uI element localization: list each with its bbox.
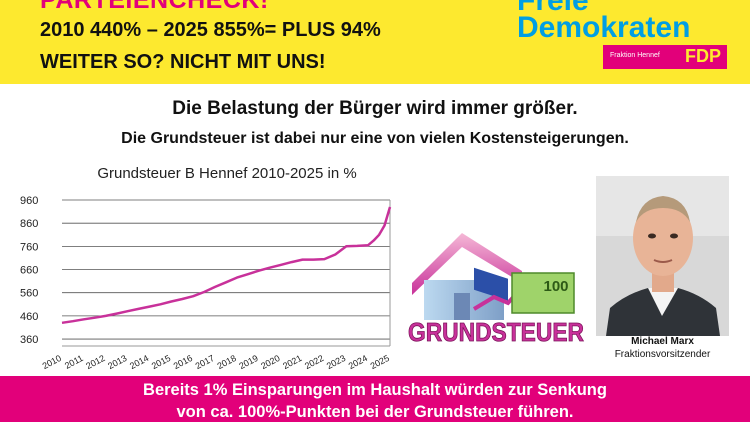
- banknote-value: 100: [543, 278, 568, 295]
- solar-panel: [474, 267, 508, 301]
- fdp-logo: Fraktion Hennef FDP: [603, 45, 727, 69]
- chart-y-tick-label: 760: [20, 241, 38, 253]
- grundsteuer-label: GRUNDSTEUER: [408, 317, 584, 347]
- header-banner: PARTEIENCHECK! 2010 440% – 2025 855%= PL…: [0, 0, 750, 84]
- chart-x-tick-label: 2020: [259, 353, 281, 371]
- chart-x-tick-label: 2011: [63, 353, 85, 371]
- chart-x-tick-label: 2017: [194, 353, 216, 371]
- chart-series-line: [61, 206, 392, 325]
- subheadline: Die Grundsteuer ist dabei nur eine von v…: [121, 130, 629, 147]
- chart-gridlines: [62, 199, 390, 340]
- chart-x-tick-label: 2018: [215, 353, 237, 371]
- chart-x-tick-label: 2021: [281, 353, 303, 371]
- brand-word-freie: Freie: [517, 0, 589, 17]
- chart-x-tick-labels: 2010 2011 2012 2013 2014 2015 2016 2017 2018 2019…: [41, 353, 391, 371]
- house-door: [454, 293, 470, 320]
- chart-y-tick-label: 660: [20, 265, 38, 277]
- grundsteuer-chart: Grundsteuer B Hennef 2010-2025 in % 360 4…: [20, 165, 392, 371]
- chart-x-tick-label: 2024: [347, 353, 369, 371]
- banknote-icon: [511, 272, 575, 314]
- person-role: Fraktionsvorsitzender: [614, 349, 711, 360]
- brand-word-demokraten: Demokraten: [517, 11, 691, 44]
- chart-y-tick-labels: 360 460 560 660 760 860 960: [20, 195, 38, 346]
- chart-title: Grundsteuer B Hennef 2010-2025 in %: [97, 165, 356, 182]
- portrait-illustration: [596, 176, 729, 336]
- chart-x-tick-label: 2023: [325, 353, 347, 371]
- fdp-logo-subtitle: Fraktion Hennef: [610, 52, 660, 59]
- chart-x-tick-label: 2025: [369, 353, 391, 371]
- chart-x-tick-label: 2016: [172, 353, 194, 371]
- footer-banner: Bereits 1% Einsparungen im Haushalt würd…: [0, 376, 750, 422]
- chart-x-tick-label: 2010: [41, 353, 63, 371]
- fdp-logo-abbr: FDP: [685, 46, 721, 66]
- chart-series-group: [61, 206, 392, 325]
- chart-y-tick-label: 460: [20, 311, 38, 323]
- chart-x-tick-label: 2015: [150, 353, 172, 371]
- chart-y-tick-label: 860: [20, 218, 38, 230]
- header-line-2: WEITER SO? NICHT MIT UNS!: [40, 51, 326, 73]
- header-line-1: 2010 440% – 2025 855%= PLUS 94%: [40, 19, 381, 41]
- footer-line-1: Bereits 1% Einsparungen im Haushalt würd…: [143, 381, 607, 399]
- chart-x-tick-label: 2012: [84, 353, 106, 371]
- header-line-0: PARTEIENCHECK!: [40, 0, 269, 14]
- portrait-photo: [596, 176, 729, 336]
- chart-y-tick-label: 960: [20, 195, 38, 207]
- grundsteuer-house-graphic: 100 GRUNDSTEUER: [408, 233, 585, 347]
- chart-y-tick-label: 560: [20, 288, 38, 300]
- chart-x-tick-label: 2013: [106, 353, 128, 371]
- chart-x-tick-label: 2019: [237, 353, 259, 371]
- person-name: Michael Marx: [631, 336, 694, 347]
- house-roof: [412, 233, 522, 295]
- chart-x-tick-label: 2014: [128, 353, 150, 371]
- chart-y-tick-label: 360: [20, 334, 38, 346]
- headline: Die Belastung der Bürger wird immer größ…: [172, 98, 578, 119]
- chart-x-tick-label: 2022: [303, 353, 325, 371]
- footer-line-2: von ca. 100%-Punkten bei der Grundsteuer…: [176, 403, 574, 421]
